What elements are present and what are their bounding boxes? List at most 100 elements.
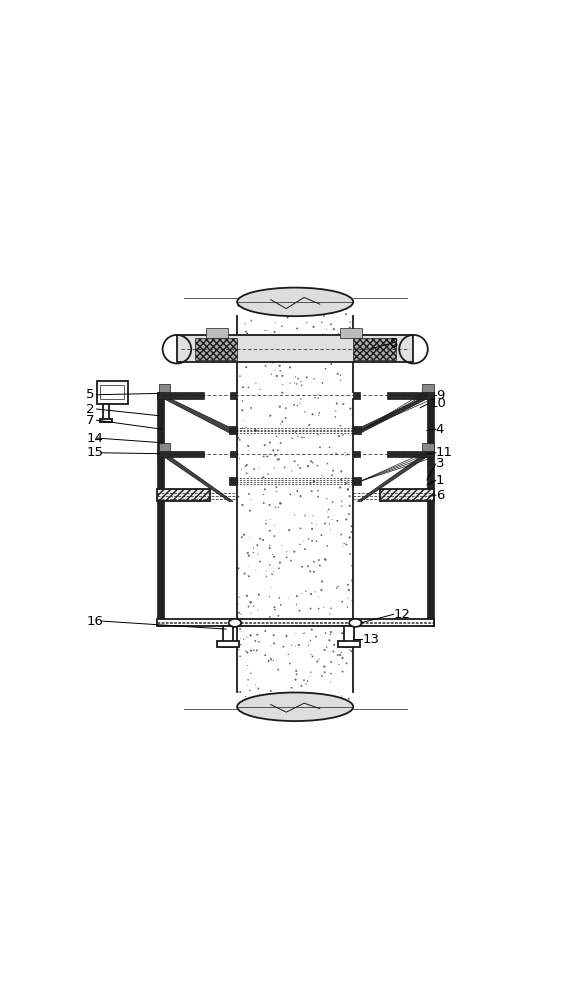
Polygon shape [164,399,232,433]
Point [308,406,317,422]
Bar [159,443,170,451]
Bar [353,451,360,457]
Point [283,299,292,315]
Bar [340,328,362,338]
Bar [386,392,434,399]
Point [275,363,285,379]
Point [338,650,347,666]
Point [255,460,264,476]
Point [270,602,279,618]
Point [237,402,247,418]
Point [251,422,260,438]
Point [275,495,285,511]
Bar [157,619,434,626]
Bar [380,489,434,501]
Point [342,511,351,527]
Point [275,358,285,374]
Point [317,468,326,484]
Point [336,367,345,383]
Point [259,469,268,485]
Point [249,540,258,556]
Point [260,437,270,453]
Point [336,472,346,488]
Point [262,568,271,584]
Point [234,589,244,605]
Point [245,682,254,698]
Point [336,617,345,633]
Point [276,435,285,451]
Point [266,434,275,450]
Point [321,625,330,641]
Point [305,418,314,434]
Point [342,306,351,322]
Point [322,491,331,507]
Point [293,483,302,499]
Point [246,665,255,681]
Point [286,359,295,375]
Point [314,407,323,423]
Point [327,615,336,631]
Bar [230,451,237,457]
Point [331,403,340,419]
Point [234,642,244,658]
Point [296,488,305,504]
Point [266,512,275,528]
Point [276,345,286,361]
Point [249,461,259,477]
Point [282,629,291,645]
Point [254,634,263,650]
Point [318,326,327,342]
Point [321,361,330,377]
Point [238,412,248,428]
Point [293,457,302,473]
Point [234,560,243,576]
Point [285,522,294,538]
Point [337,644,346,660]
Point [317,573,327,589]
Point [245,503,255,519]
Point [306,299,315,315]
Point [287,637,297,653]
Point [304,458,313,474]
Point [346,546,355,562]
Bar [157,392,204,399]
Point [285,656,294,672]
Point [265,589,274,605]
Point [322,639,331,655]
Point [326,600,335,616]
Point [264,613,273,629]
Point [309,614,318,630]
Point [328,329,337,345]
Point [290,375,299,391]
Text: 12: 12 [393,608,411,621]
Point [263,466,272,482]
Point [339,538,348,554]
Point [300,625,309,641]
Point [254,688,263,704]
Point [297,678,306,694]
Point [291,663,301,679]
Point [238,295,247,311]
Point [327,688,336,704]
Point [238,420,247,436]
Point [283,646,293,662]
Point [270,324,279,340]
Point [344,691,354,707]
Point [325,522,335,538]
Point [342,537,351,553]
Point [282,628,291,644]
Point [308,521,317,537]
Point [309,473,319,489]
Point [249,545,258,561]
Point [244,672,253,688]
Point [247,643,256,659]
Point [337,493,346,509]
Text: 10: 10 [429,397,446,410]
Point [344,326,354,342]
Bar [353,392,360,399]
Bar [229,477,237,485]
Point [276,416,285,432]
Point [280,459,289,475]
Point [331,445,340,461]
Point [305,458,314,474]
